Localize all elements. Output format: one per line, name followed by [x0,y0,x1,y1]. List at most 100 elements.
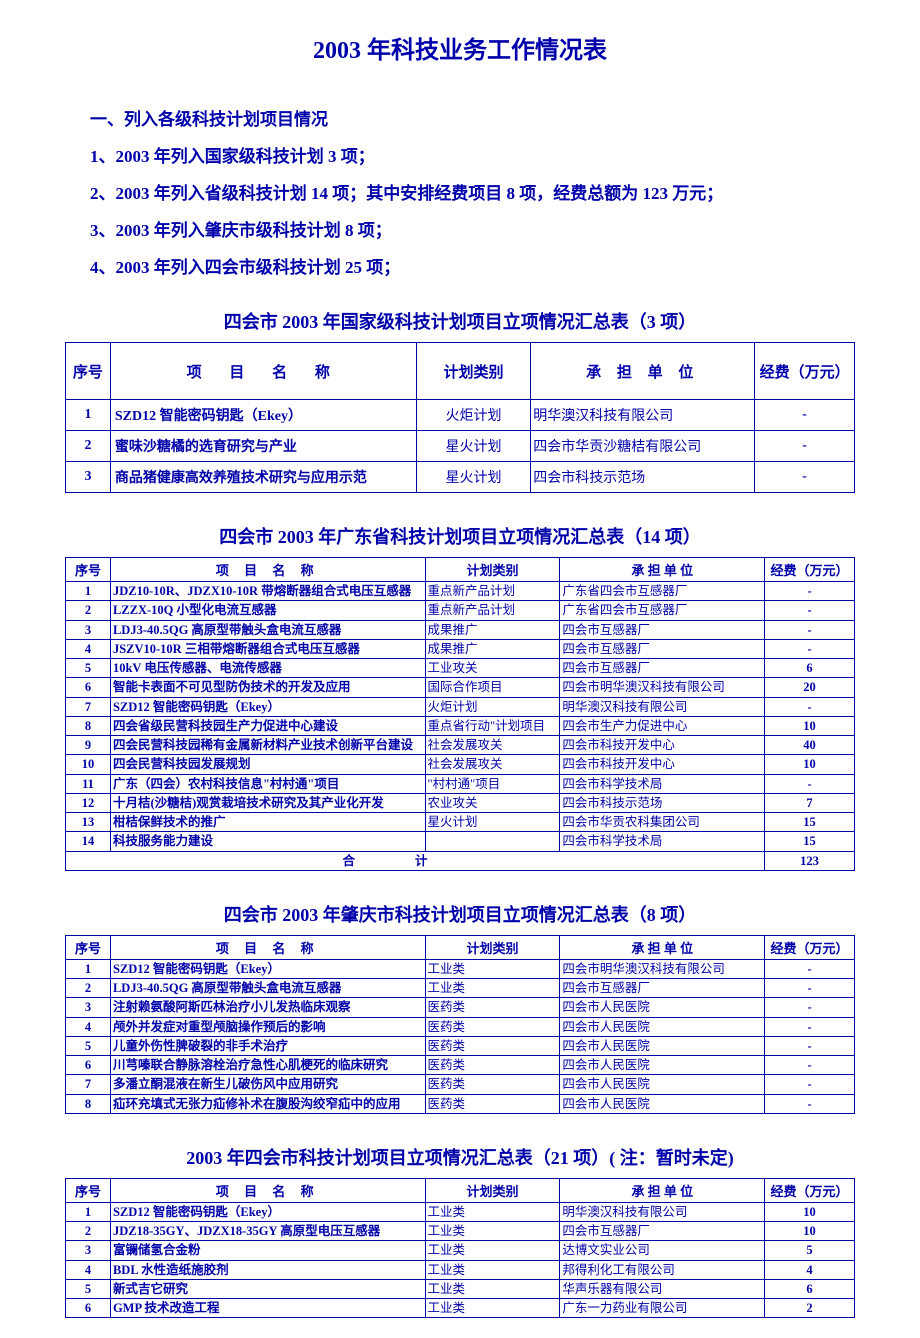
cell-org: 四会市科技示范场 [560,793,765,812]
cell-seq: 2 [66,601,111,620]
cell-cat: 成果推广 [425,620,560,639]
cell-fee: - [755,431,855,462]
total-label: 合计 [66,851,765,870]
col-org: 承 担 单 位 [560,558,765,582]
cell-seq: 9 [66,736,111,755]
cell-name: 疝环充填式无张力疝修补术在腹股沟绞窄疝中的应用 [110,1094,425,1113]
cell-cat: 工业类 [425,1241,560,1260]
cell-seq: 13 [66,813,111,832]
cell-name: 注射赖氨酸阿斯匹林治疗小儿发热临床观察 [110,998,425,1017]
cell-fee: 4 [765,1260,855,1279]
table-row: 7多潘立酮混液在新生儿破伤风中应用研究医药类四会市人民医院- [66,1075,855,1094]
cell-cat: 医药类 [425,998,560,1017]
intro-lines: 1、2003 年列入国家级科技计划 3 项； 2、2003 年列入省级科技计划 1… [50,142,870,278]
cell-seq: 1 [66,582,111,601]
cell-seq: 2 [66,1222,111,1241]
cell-name: 广东（四会）农村科技信息"村村通"项目 [110,774,425,793]
cell-fee: - [765,1075,855,1094]
cell-cat: 医药类 [425,1017,560,1036]
cell-org: 四会市人民医院 [560,1056,765,1075]
table-zhaoqing: 序号项 目 名 称计划类别承 担 单 位经费（万元）1SZD12 智能密码钥匙（… [65,935,855,1114]
cell-fee: - [765,582,855,601]
cell-seq: 1 [66,400,111,431]
table-row: 6GMP 技术改造工程工业类广东一力药业有限公司2 [66,1299,855,1318]
cell-seq: 12 [66,793,111,812]
table-row: 8四会省级民营科技园生产力促进中心建设重点省行动"计划项目四会市生产力促进中心1… [66,716,855,735]
cell-name: JSZV10-10R 三相带熔断器组合式电压互感器 [110,639,425,658]
cell-fee: - [765,639,855,658]
cell-fee: - [765,1017,855,1036]
cell-seq: 4 [66,1260,111,1279]
intro-line: 2、2003 年列入省级科技计划 14 项；其中安排经费项目 8 项，经费总额为… [90,179,870,204]
cell-name: SZD12 智能密码钥匙（Ekey） [110,400,416,431]
cell-cat: 重点省行动"计划项目 [425,716,560,735]
intro-line: 1、2003 年列入国家级科技计划 3 项； [90,142,870,167]
cell-org: 四会市人民医院 [560,998,765,1017]
cell-cat [425,832,560,851]
cell-name: 商品猪健康高效养殖技术研究与应用示范 [110,462,416,493]
cell-seq: 7 [66,1075,111,1094]
cell-fee: 2 [765,1299,855,1318]
table-row: 1SZD12 智能密码钥匙（Ekey）工业类四会市明华澳汉科技有限公司- [66,959,855,978]
cell-org: 广东一力药业有限公司 [560,1299,765,1318]
cell-cat: 火炬计划 [425,697,560,716]
cell-name: 川芎嗪联合静脉溶栓治疗急性心肌梗死的临床研究 [110,1056,425,1075]
table-header-row: 序号项 目 名 称计划类别承 担 单 位经费（万元） [66,343,855,400]
cell-org: 达博文实业公司 [560,1241,765,1260]
table-row: 2蜜味沙糖橘的选育研究与产业星火计划四会市华贡沙糖桔有限公司- [66,431,855,462]
table-row: 13柑桔保鲜技术的推广星火计划四会市华贡农科集团公司15 [66,813,855,832]
cell-fee: - [765,697,855,716]
cell-fee: 15 [765,813,855,832]
cell-fee: - [765,774,855,793]
cell-cat: 医药类 [425,1056,560,1075]
cell-cat: 工业类 [425,979,560,998]
cell-fee: 6 [765,659,855,678]
cell-fee: - [765,1094,855,1113]
cell-fee: 5 [765,1241,855,1260]
cell-name: SZD12 智能密码钥匙（Ekey） [110,697,425,716]
cell-org: 明华澳汉科技有限公司 [531,400,755,431]
table-row: 6川芎嗪联合静脉溶栓治疗急性心肌梗死的临床研究医药类四会市人民医院- [66,1056,855,1075]
table-row: 3注射赖氨酸阿斯匹林治疗小儿发热临床观察医药类四会市人民医院- [66,998,855,1017]
cell-fee: - [765,959,855,978]
table-row: 11广东（四会）农村科技信息"村村通"项目"村村通"项目四会市科学技术局- [66,774,855,793]
cell-cat: 工业类 [425,1202,560,1221]
col-fee: 经费（万元） [765,1178,855,1202]
col-name: 项 目 名 称 [110,1178,425,1202]
table-row: 10四会民营科技园发展规划社会发展攻关四会市科技开发中心10 [66,755,855,774]
table-row: 14科技服务能力建设四会市科学技术局15 [66,832,855,851]
cell-org: 四会市华贡农科集团公司 [560,813,765,832]
cell-seq: 3 [66,620,111,639]
cell-org: 四会市互感器厂 [560,620,765,639]
table-row: 7SZD12 智能密码钥匙（Ekey）火炬计划明华澳汉科技有限公司- [66,697,855,716]
col-seq: 序号 [66,343,111,400]
col-seq: 序号 [66,1178,111,1202]
cell-name: JDZ18-35GY、JDZX18-35GY 高原型电压互感器 [110,1222,425,1241]
cell-name: LDJ3-40.5QG 高原型带触头盒电流互感器 [110,979,425,998]
page-title: 2003 年科技业务工作情况表 [50,30,870,65]
cell-seq: 3 [66,1241,111,1260]
cell-org: 四会市互感器厂 [560,1222,765,1241]
cell-name: 科技服务能力建设 [110,832,425,851]
table-row: 6智能卡表面不可见型防伪技术的开发及应用国际合作项目四会市明华澳汉科技有限公司2… [66,678,855,697]
col-org: 承 担 单 位 [560,935,765,959]
cell-cat: 星火计划 [416,431,531,462]
cell-seq: 6 [66,1056,111,1075]
table-row: 1SZD12 智能密码钥匙（Ekey）火炬计划明华澳汉科技有限公司- [66,400,855,431]
intro-line: 4、2003 年列入四会市级科技计划 25 项； [90,253,870,278]
table3-title: 四会市 2003 年肇庆市科技计划项目立项情况汇总表（8 项） [50,901,870,927]
cell-org: 四会市人民医院 [560,1017,765,1036]
cell-fee: 40 [765,736,855,755]
cell-cat: 国际合作项目 [425,678,560,697]
cell-name: 儿童外伤性脾破裂的非手术治疗 [110,1036,425,1055]
cell-name: 智能卡表面不可见型防伪技术的开发及应用 [110,678,425,697]
cell-name: BDL 水性造纸施胶剂 [110,1260,425,1279]
col-cat: 计划类别 [425,1178,560,1202]
table-row: 5新式吉它研究工业类华声乐器有限公司6 [66,1279,855,1298]
cell-name: 颅外并发症对重型颅脑操作预后的影响 [110,1017,425,1036]
cell-fee: - [755,462,855,493]
table-row: 9四会民营科技园稀有金属新材料产业技术创新平台建设社会发展攻关四会市科技开发中心… [66,736,855,755]
cell-seq: 4 [66,1017,111,1036]
cell-cat: 社会发展攻关 [425,736,560,755]
cell-name: SZD12 智能密码钥匙（Ekey） [110,1202,425,1221]
